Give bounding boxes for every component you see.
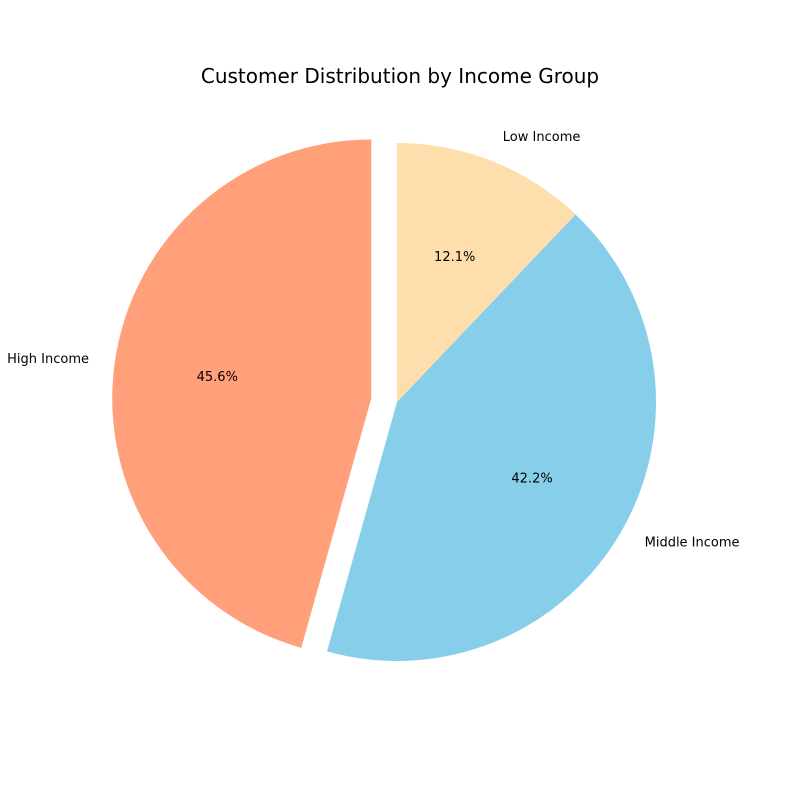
pie-label-high-income: High Income [7,352,89,367]
pie-percent-label-middle-income: 42.2% [511,471,552,486]
pie-label-low-income: Low Income [503,130,581,145]
pie-percent-label-high-income: 45.6% [197,370,238,385]
pie-slice-high-income [112,139,372,648]
pie-slice-low-income [397,143,576,402]
pie-percent-label-low-income: 12.1% [434,250,475,265]
pie-label-middle-income: Middle Income [645,535,740,550]
chart-title: Customer Distribution by Income Group [200,64,600,88]
pie-slice-middle-income [327,214,656,661]
